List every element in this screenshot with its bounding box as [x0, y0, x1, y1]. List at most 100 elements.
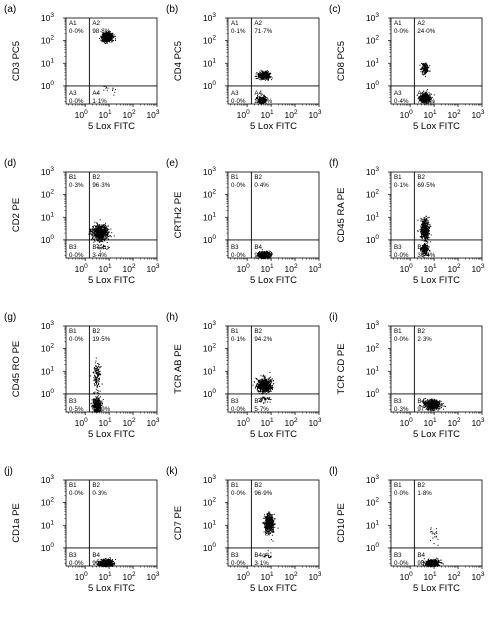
- event-dot: [423, 221, 425, 223]
- event-dot: [101, 403, 103, 404]
- event-dot: [102, 236, 103, 238]
- event-dot: [259, 102, 261, 104]
- event-dot: [423, 247, 425, 249]
- event-dot: [267, 78, 269, 80]
- event-dot: [108, 246, 110, 248]
- event-dot: [106, 227, 108, 229]
- event-dot: [425, 235, 427, 236]
- event-dot: [421, 247, 423, 249]
- event-dot: [426, 236, 428, 238]
- event-dot: [428, 102, 429, 104]
- event-dot: [429, 226, 431, 228]
- event-dot: [421, 226, 423, 228]
- event-dot: [429, 93, 431, 95]
- event-dot: [268, 254, 270, 255]
- event-dot: [257, 97, 259, 99]
- event-dot: [107, 233, 109, 235]
- event-dot: [265, 257, 267, 259]
- event-dot: [100, 404, 102, 406]
- event-dot: [425, 221, 427, 222]
- event-dot: [98, 241, 100, 243]
- event-dot: [104, 40, 106, 41]
- y-tick-label: 101: [203, 211, 216, 222]
- quadrant-label: B2: [417, 174, 425, 181]
- event-dot: [97, 236, 99, 238]
- event-dot: [427, 223, 429, 225]
- event-dot: [423, 102, 425, 104]
- event-dot: [97, 374, 98, 376]
- event-dot: [104, 231, 106, 233]
- event-dot: [107, 39, 109, 41]
- event-dot: [269, 250, 271, 252]
- event-dot: [421, 98, 423, 100]
- x-tick-label: 100: [75, 263, 88, 274]
- event-dot: [425, 101, 427, 103]
- event-dot: [106, 231, 108, 233]
- event-dot: [103, 85, 105, 87]
- event-dot: [111, 38, 113, 40]
- panel-d: B10·3%B296·3%B30·0%B43·4%(d)100100101101…: [4, 158, 160, 286]
- y-tick-exponent: 2: [50, 35, 54, 42]
- event-dot: [96, 373, 98, 375]
- panel-label: (c): [329, 4, 341, 15]
- event-dot: [105, 35, 107, 37]
- event-dot: [265, 75, 267, 77]
- x-tick-label: 103: [471, 263, 484, 274]
- event-dot: [426, 251, 428, 253]
- event-dot: [422, 252, 424, 254]
- event-dot: [424, 217, 426, 219]
- event-dot: [96, 222, 97, 224]
- event-dot: [98, 379, 100, 381]
- event-dot: [424, 96, 426, 98]
- event-dot: [424, 234, 426, 236]
- event-dot: [420, 225, 422, 227]
- event-dot: [96, 231, 98, 233]
- event-dot: [262, 97, 264, 99]
- event-dot: [93, 238, 95, 240]
- event-dot: [422, 227, 424, 229]
- event-dot: [98, 237, 100, 239]
- event-dot: [262, 252, 264, 254]
- event-dot: [101, 232, 103, 234]
- event-dot: [108, 39, 110, 41]
- event-dot: [425, 72, 427, 74]
- x-tick-exponent: 2: [132, 109, 136, 116]
- x-tick-exponent: 3: [481, 263, 485, 270]
- event-dot: [265, 252, 267, 254]
- event-dot: [424, 249, 426, 251]
- event-dot: [111, 33, 113, 35]
- event-dot: [107, 247, 109, 249]
- event-dot: [94, 221, 96, 223]
- event-dot: [268, 253, 270, 255]
- event-dot: [98, 375, 100, 377]
- event-dot: [103, 233, 105, 235]
- event-dot: [425, 245, 427, 247]
- event-dot: [96, 232, 98, 234]
- event-dot: [98, 367, 100, 369]
- y-axis-title: CD8 PC5: [336, 41, 347, 81]
- event-dot: [92, 225, 94, 227]
- event-dot: [267, 74, 269, 76]
- event-dot: [95, 366, 97, 368]
- event-dot: [425, 102, 427, 104]
- panel-label: (e): [166, 158, 178, 169]
- event-dot: [101, 224, 103, 226]
- event-dot: [423, 67, 425, 69]
- event-dot: [428, 226, 430, 228]
- y-tick-exponent: 3: [212, 166, 216, 173]
- event-dot: [268, 256, 270, 258]
- event-dot: [423, 249, 425, 251]
- y-tick-label: 100: [366, 80, 379, 91]
- event-dot: [93, 402, 95, 404]
- event-dot: [269, 256, 271, 258]
- event-dot: [99, 401, 101, 403]
- event-dot: [425, 68, 427, 70]
- event-dot: [100, 35, 102, 37]
- event-dot: [96, 227, 98, 229]
- event-dot: [266, 253, 268, 255]
- quadrant-label: A1: [69, 20, 77, 27]
- event-dot: [256, 77, 258, 79]
- event-dot: [101, 230, 103, 232]
- event-dot: [265, 251, 267, 253]
- event-dot: [260, 72, 262, 74]
